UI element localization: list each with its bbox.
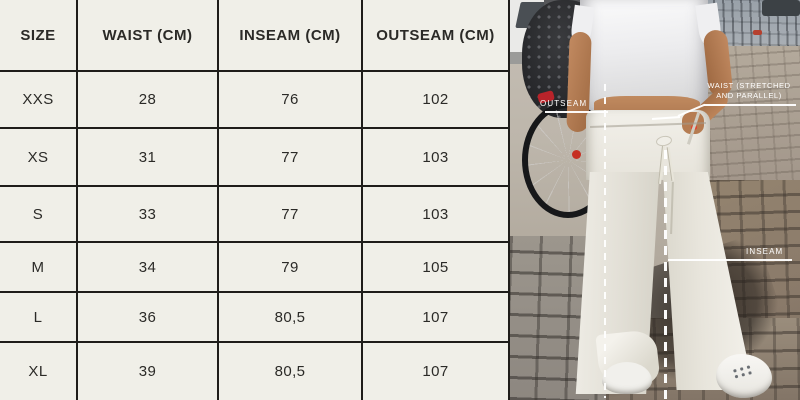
inseam-value-l: 80,5: [219, 293, 361, 341]
size-label-s: S: [0, 187, 76, 241]
waist-label-underline: [704, 104, 796, 106]
outseam-pointer-line: [545, 111, 608, 113]
outseam-value-xs: 103: [363, 129, 508, 185]
inseam-annotation-label: INSEAM: [746, 247, 784, 256]
waist-value-xxs: 28: [78, 72, 217, 127]
inseam-pointer-line: [668, 259, 792, 261]
waist-value-xs: 31: [78, 129, 217, 185]
size-label-xl: XL: [0, 343, 76, 400]
column-header-waist: WAIST (CM): [78, 0, 217, 70]
waist-value-l: 36: [78, 293, 217, 341]
column-header-inseam: INSEAM (CM): [219, 0, 361, 70]
outseam-value-s: 103: [363, 187, 508, 241]
column-header-outseam: OUTSEAM (CM): [363, 0, 508, 70]
background-car-shape: [762, 0, 800, 16]
inseam-value-m: 79: [219, 243, 361, 291]
waist-label-line2: AND PARALLEL): [716, 91, 782, 100]
outseam-annotation-label: OUTSEAM: [540, 99, 588, 108]
wheel-reflector-shape: [572, 150, 581, 159]
waist-value-xl: 39: [78, 343, 217, 400]
waist-value-s: 33: [78, 187, 217, 241]
size-chart-table: SIZE WAIST (CM) INSEAM (CM) OUTSEAM (CM)…: [0, 0, 510, 400]
outseam-value-m: 105: [363, 243, 508, 291]
bike-red-accent-shape: [753, 30, 762, 35]
waist-annotation-label: WAIST (STRETCHED AND PARALLEL): [700, 81, 798, 101]
inseam-value-s: 77: [219, 187, 361, 241]
column-header-size: SIZE: [0, 0, 76, 70]
waist-value-m: 34: [78, 243, 217, 291]
measurement-photo: OUTSEAM WAIST (STRETCHED AND PARALLEL) I…: [510, 0, 800, 400]
outseam-value-xxs: 102: [363, 72, 508, 127]
size-label-xs: XS: [0, 129, 76, 185]
left-sneaker-shape: [602, 362, 652, 394]
size-label-xxs: XXS: [0, 72, 76, 127]
inseam-value-xxs: 76: [219, 72, 361, 127]
size-label-m: M: [0, 243, 76, 291]
inseam-value-xl: 80,5: [219, 343, 361, 400]
outseam-dashed-line: [604, 84, 606, 398]
inseam-value-xs: 77: [219, 129, 361, 185]
outseam-value-xl: 107: [363, 343, 508, 400]
white-tshirt-shape: [580, 0, 708, 112]
inseam-dashed-line: [664, 150, 667, 400]
size-label-l: L: [0, 293, 76, 341]
outseam-value-l: 107: [363, 293, 508, 341]
waist-label-line1: WAIST (STRETCHED: [707, 81, 791, 90]
